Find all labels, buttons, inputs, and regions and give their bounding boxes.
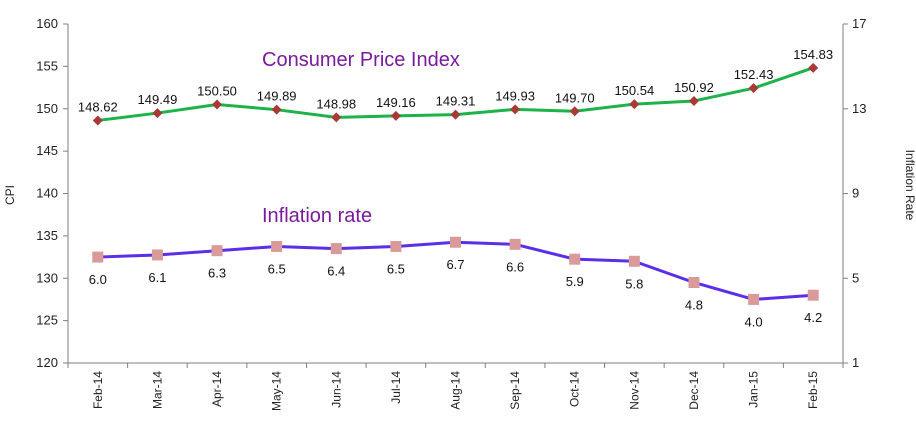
inflation-data-label: 6.4 <box>327 264 345 279</box>
right-tick-label: 5 <box>852 270 859 285</box>
inflation-data-label: 6.1 <box>148 270 166 285</box>
inflation-point <box>628 255 640 267</box>
inflation-point <box>211 245 223 257</box>
right-tick-label: 9 <box>852 186 859 201</box>
cpi-point <box>569 106 580 117</box>
cpi-data-label: 149.49 <box>138 92 178 107</box>
inflation-data-label: 6.6 <box>506 259 524 274</box>
cpi-data-label: 152.43 <box>734 67 774 82</box>
series-title-cpi: Consumer Price Index <box>262 49 460 71</box>
cpi-data-label: 148.62 <box>78 99 118 114</box>
x-tick-label: Jul-14 <box>389 371 403 404</box>
cpi-point <box>629 99 640 110</box>
cpi-point <box>212 99 223 110</box>
x-tick-label: Jun-14 <box>329 371 343 408</box>
x-tick-label: Feb-14 <box>91 371 105 409</box>
right-tick-label: 13 <box>852 101 866 116</box>
inflation-data-label: 6.5 <box>268 261 286 276</box>
y-axis-title-right: Inflation Rate <box>903 150 916 221</box>
axes <box>67 24 844 364</box>
x-tick-label: Dec-14 <box>687 371 701 410</box>
inflation-data-label: 6.0 <box>89 272 107 287</box>
cpi-data-label: 149.93 <box>495 88 535 103</box>
right-tick-label: 1 <box>852 355 859 370</box>
x-tick-label: Aug-14 <box>449 371 463 410</box>
left-tick-label: 120 <box>36 355 58 370</box>
cpi-data-label: 150.92 <box>674 80 714 95</box>
right-tick-label: 17 <box>852 16 866 31</box>
inflation-point <box>450 236 461 248</box>
left-y-axis: 120 125 130 135 140 145 150 155 160 <box>36 16 68 370</box>
inflation-point <box>807 289 819 301</box>
inflation-point <box>748 293 760 305</box>
inflation-point <box>151 249 163 261</box>
cpi-point <box>748 83 759 94</box>
left-tick-label: 150 <box>36 101 58 116</box>
inflation-data-label: 4.8 <box>685 297 703 312</box>
inflation-data-label: 5.9 <box>566 274 584 289</box>
x-tick-label: Jan-15 <box>747 371 761 408</box>
cpi-data-label: 148.98 <box>316 96 356 111</box>
cpi-data-label: 154.83 <box>793 47 833 62</box>
cpi-point <box>390 110 401 121</box>
x-tick-label: Oct-14 <box>568 371 582 407</box>
cpi-point <box>450 109 461 120</box>
inflation-point <box>569 253 581 265</box>
cpi-point <box>808 62 819 73</box>
cpi-data-label: 149.89 <box>257 89 297 104</box>
series-group: 148.62 149.49 150.50 149.89 148.98 149.16 149.… <box>78 47 833 330</box>
cpi-point <box>688 95 699 106</box>
inflation-point <box>390 240 402 252</box>
left-tick-label: 155 <box>36 58 58 73</box>
inflation-point <box>92 251 104 263</box>
cpi-point <box>152 108 163 119</box>
cpi-point <box>92 115 103 126</box>
cpi-point <box>331 112 342 123</box>
x-tick-label: Sep-14 <box>508 371 522 410</box>
cpi-data-label: 149.31 <box>436 94 476 109</box>
inflation-data-label: 4.0 <box>745 314 763 329</box>
inflation-data-label: 6.5 <box>387 261 405 276</box>
cpi-data-label: 150.50 <box>197 84 237 99</box>
cpi-data-label: 149.70 <box>555 90 595 105</box>
inflation-point <box>509 238 521 250</box>
inflation-data-label: 4.2 <box>804 310 822 325</box>
inflation-data-label: 5.8 <box>625 276 643 291</box>
left-tick-label: 145 <box>36 143 58 158</box>
left-tick-label: 125 <box>36 313 58 328</box>
right-y-axis: 1 5 9 13 17 <box>843 16 866 370</box>
inflation-data-label: 6.3 <box>208 266 226 281</box>
series-title-inflation: Inflation rate <box>262 205 372 227</box>
x-tick-label: Mar-14 <box>150 371 164 409</box>
x-tick-label: Feb-15 <box>806 371 820 409</box>
x-tick-label: Apr-14 <box>210 371 224 407</box>
cpi-data-label: 149.16 <box>376 95 416 110</box>
left-tick-label: 130 <box>36 270 58 285</box>
inflation-point <box>688 276 700 288</box>
left-tick-label: 140 <box>36 186 58 201</box>
inflation-data-label: 6.7 <box>446 257 464 272</box>
cpi-data-label: 150.54 <box>614 83 654 98</box>
x-tick-label: May-14 <box>270 371 284 411</box>
inflation-point <box>330 243 342 255</box>
cpi-point <box>271 104 282 115</box>
x-axis: Feb-14 Mar-14 Apr-14 May-14 Jun-14 Jul-14 Aug-… <box>67 363 844 411</box>
x-tick-label: Nov-14 <box>627 371 641 410</box>
inflation-point <box>271 240 283 252</box>
left-tick-label: 135 <box>36 228 58 243</box>
y-axis-title-left: CPI <box>3 185 17 205</box>
cpi-point <box>510 104 521 115</box>
left-tick-label: 160 <box>36 16 58 31</box>
